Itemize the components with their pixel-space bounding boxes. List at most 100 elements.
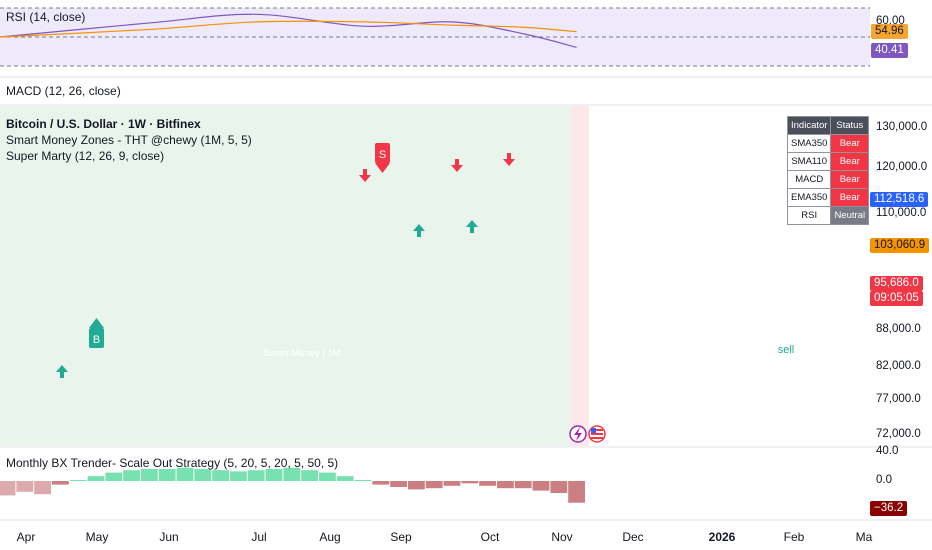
date-label: Apr xyxy=(16,530,36,544)
rsi-pane xyxy=(0,7,870,67)
bx-bar xyxy=(336,476,354,481)
bx-bar xyxy=(16,481,34,492)
bx-bar xyxy=(52,481,69,485)
bx-trender-histogram xyxy=(0,467,585,503)
down-arrow xyxy=(359,169,371,182)
rsi-line xyxy=(0,13,577,48)
indicator-name: MACD xyxy=(786,170,832,189)
header-status: Status xyxy=(830,116,870,135)
bx-bar xyxy=(301,470,318,481)
rsi-ma-line xyxy=(0,20,577,38)
price-tick-label: 88,000.0 xyxy=(876,323,921,335)
down-arrow xyxy=(451,159,463,172)
indicator-name: SMA110 xyxy=(786,152,832,171)
rsi-value-tag: 40.41 xyxy=(871,43,908,58)
svg-text:S: S xyxy=(379,149,386,161)
price-tick-label: 120,000.0 xyxy=(876,161,928,173)
date-label: Nov xyxy=(551,530,573,544)
bx-bar xyxy=(158,469,176,481)
date-label: Ma xyxy=(855,530,873,544)
indicator-legend-smart-money[interactable]: Smart Money Zones - THT @chewy (1M, 5, 5… xyxy=(6,133,252,147)
bx-bar xyxy=(461,481,479,484)
indicator-status: Neutral xyxy=(830,206,870,225)
lightning-event-icon[interactable] xyxy=(569,425,587,443)
date-label: Dec xyxy=(622,530,644,544)
table-row: SMA110 Bear xyxy=(786,152,870,171)
date-label: Oct xyxy=(480,530,500,544)
bx-bar xyxy=(514,481,532,489)
bx-bar xyxy=(87,476,105,481)
bx-bar xyxy=(319,472,336,481)
indicator-status-table: Indicator Status SMA350 Bear SMA110 Bear… xyxy=(786,116,870,225)
date-label: Jun xyxy=(159,530,179,544)
price-tick-label: 130,000.0 xyxy=(876,121,928,133)
bx-bar xyxy=(372,481,390,485)
price-tick-label: 77,000.0 xyxy=(876,393,921,405)
bx-bar xyxy=(390,481,407,487)
bx-bar xyxy=(247,470,265,481)
up-arrow xyxy=(413,224,425,237)
svg-text:B: B xyxy=(93,334,100,346)
price-tick-label: 82,000.0 xyxy=(876,360,921,372)
indicator-status: Bear xyxy=(830,134,870,153)
indicator-legend-super-marty[interactable]: Super Marty (12, 26, 9, close) xyxy=(6,149,165,163)
table-row: EMA350 Bear xyxy=(786,188,870,207)
indicator-status: Bear xyxy=(830,152,870,171)
status-table-header: Indicator Status xyxy=(786,116,870,135)
bx-bar xyxy=(354,480,372,481)
bx-bar xyxy=(479,481,496,486)
bar-countdown-tag: 09:05:05 xyxy=(870,291,923,306)
date-label: Sep xyxy=(390,530,412,544)
bx-bar xyxy=(141,469,158,481)
price-tick-label: 110,000.0 xyxy=(876,207,927,219)
bx-bar xyxy=(283,467,301,481)
bx-bar xyxy=(212,470,229,481)
header-indicator: Indicator xyxy=(786,116,832,135)
date-label: 2026 xyxy=(708,530,736,544)
indicator-status: Bear xyxy=(830,188,870,207)
bx-bar xyxy=(532,481,550,491)
indicator-name: RSI xyxy=(786,206,832,225)
macd-legend[interactable]: MACD (12, 26, close) xyxy=(6,84,121,98)
indicator-name: EMA350 xyxy=(786,188,832,207)
buy-marker: B xyxy=(89,318,104,348)
bear-background xyxy=(571,106,589,446)
symbol-title[interactable]: Bitcoin / U.S. Dollar · 1W · Bitfinex xyxy=(6,117,201,131)
indicator-status: Bear xyxy=(830,170,870,189)
rsi-ma-value-tag: 54.96 xyxy=(871,24,908,39)
sell-level-label: sell xyxy=(778,344,795,356)
us-flag-event-icon[interactable] xyxy=(588,425,606,443)
rsi-legend[interactable]: RSI (14, close) xyxy=(6,10,86,24)
bx-bar xyxy=(69,480,87,481)
smart-money-zone-label: Smart Money | 1M xyxy=(263,348,341,359)
up-arrow xyxy=(56,365,68,378)
bx-bar xyxy=(0,481,16,496)
date-label: May xyxy=(85,530,109,544)
bx-bar xyxy=(194,469,212,481)
table-row: SMA350 Bear xyxy=(786,134,870,153)
bx-bar xyxy=(408,481,425,490)
bx-tick-label: 0.0 xyxy=(876,474,892,486)
bx-value-tag: −36.2 xyxy=(870,501,908,516)
sell-marker: S xyxy=(375,143,390,173)
price-tick-label: 72,000.0 xyxy=(876,428,921,440)
bx-bar xyxy=(265,469,283,481)
last-price-tag: 95,686.0 xyxy=(870,276,923,291)
table-row: MACD Bear xyxy=(786,170,870,189)
bx-bar xyxy=(105,472,123,481)
date-label: Feb xyxy=(783,530,805,544)
main-legend: Bitcoin / U.S. Dollar · 1W · Bitfinex Sm… xyxy=(6,116,252,164)
bull-background xyxy=(0,106,571,446)
down-arrow xyxy=(503,153,515,166)
table-row: RSI Neutral xyxy=(786,206,870,225)
bx-bar xyxy=(550,481,568,493)
bx-bar xyxy=(425,481,443,489)
bx-bar xyxy=(34,481,51,495)
bx-tick-label: 40.0 xyxy=(876,445,899,457)
bx-trender-legend[interactable]: Monthly BX Trender- Scale Out Strategy (… xyxy=(6,456,339,470)
date-label: Jul xyxy=(251,530,267,544)
bx-bar xyxy=(497,481,514,489)
ema-price-tag: 103,060.9 xyxy=(870,238,930,253)
